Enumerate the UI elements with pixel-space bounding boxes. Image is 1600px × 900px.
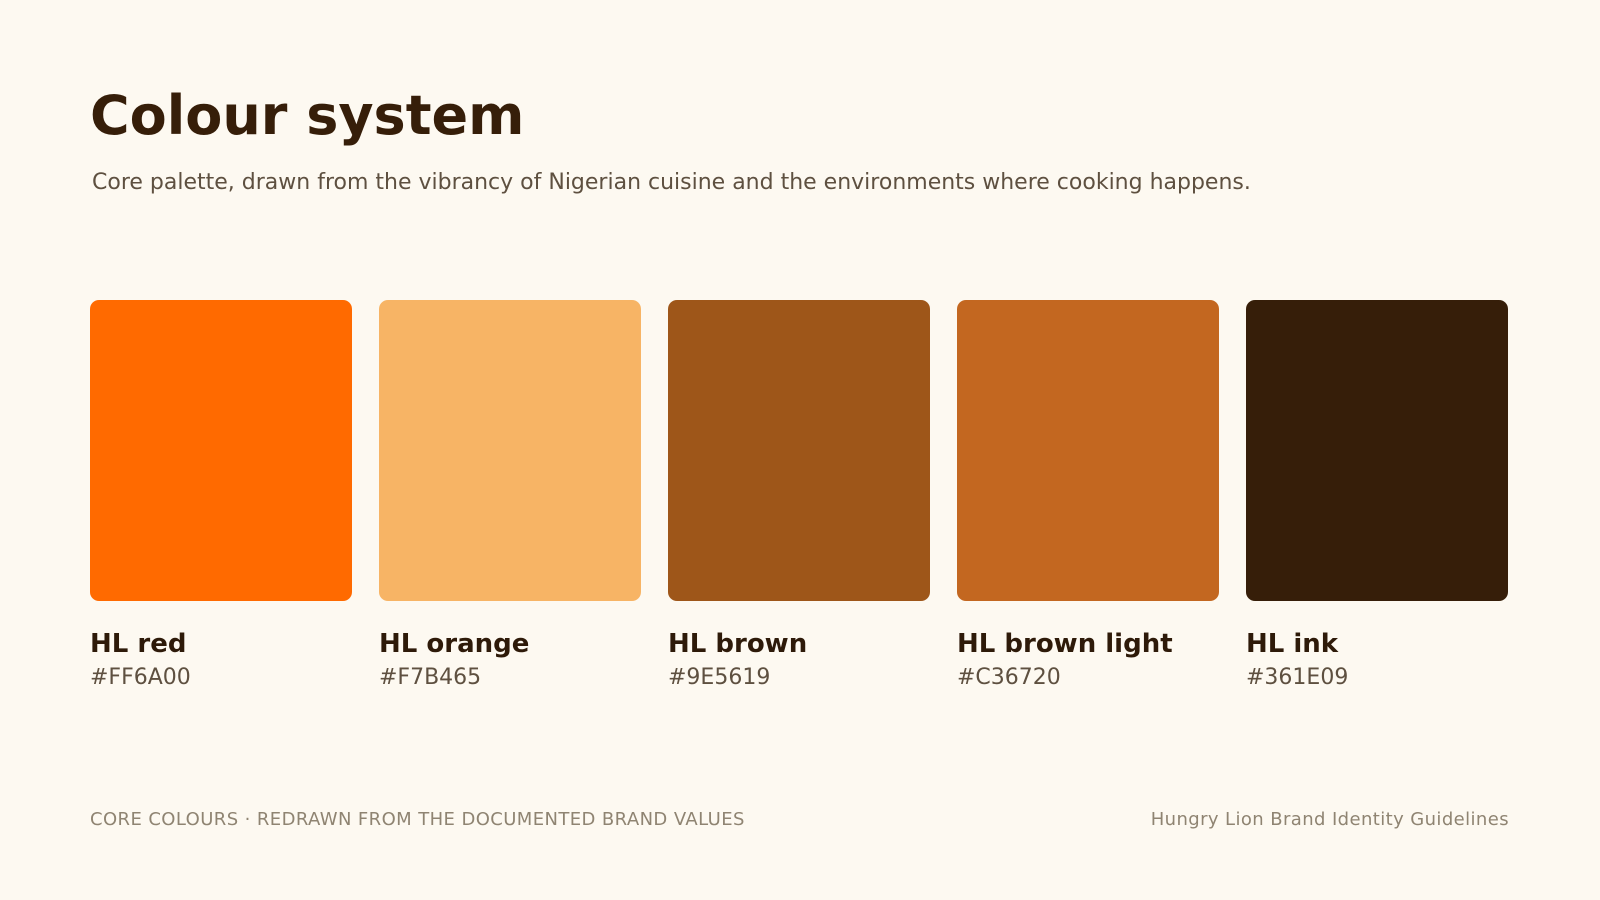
- footer-caption: CORE COLOURS · REDRAWN FROM THE DOCUMENT…: [90, 809, 745, 830]
- swatch-card-hl-red: HL red #FF6A00: [90, 300, 352, 693]
- page-title: Colour system: [90, 84, 525, 147]
- swatch-block: [668, 300, 930, 601]
- swatch-block: [379, 300, 641, 601]
- swatch-name: HL red: [90, 629, 187, 659]
- swatch-hex: #361E09: [1246, 665, 1349, 690]
- swatch-block: [957, 300, 1219, 601]
- swatch-card-hl-brown: HL brown #9E5619: [668, 300, 930, 693]
- swatch-name: HL brown light: [957, 629, 1173, 659]
- swatch-block: [1246, 300, 1508, 601]
- swatch-card-hl-brown-light: HL brown light #C36720: [957, 300, 1219, 693]
- swatch-hex: #9E5619: [668, 665, 771, 690]
- swatch-card-hl-ink: HL ink #361E09: [1246, 300, 1508, 693]
- swatch-name: HL ink: [1246, 629, 1339, 659]
- page-subtitle: Core palette, drawn from the vibrancy of…: [92, 170, 1251, 195]
- footer-brand-title: Hungry Lion Brand Identity Guidelines: [1150, 809, 1509, 830]
- swatch-row: HL red #FF6A00 HL orange #F7B465 HL brow…: [90, 300, 1510, 693]
- swatch-hex: #FF6A00: [90, 665, 191, 690]
- swatch-name: HL orange: [379, 629, 530, 659]
- swatch-hex: #F7B465: [379, 665, 482, 690]
- swatch-card-hl-orange: HL orange #F7B465: [379, 300, 641, 693]
- swatch-hex: #C36720: [957, 665, 1061, 690]
- swatch-block: [90, 300, 352, 601]
- swatch-name: HL brown: [668, 629, 808, 659]
